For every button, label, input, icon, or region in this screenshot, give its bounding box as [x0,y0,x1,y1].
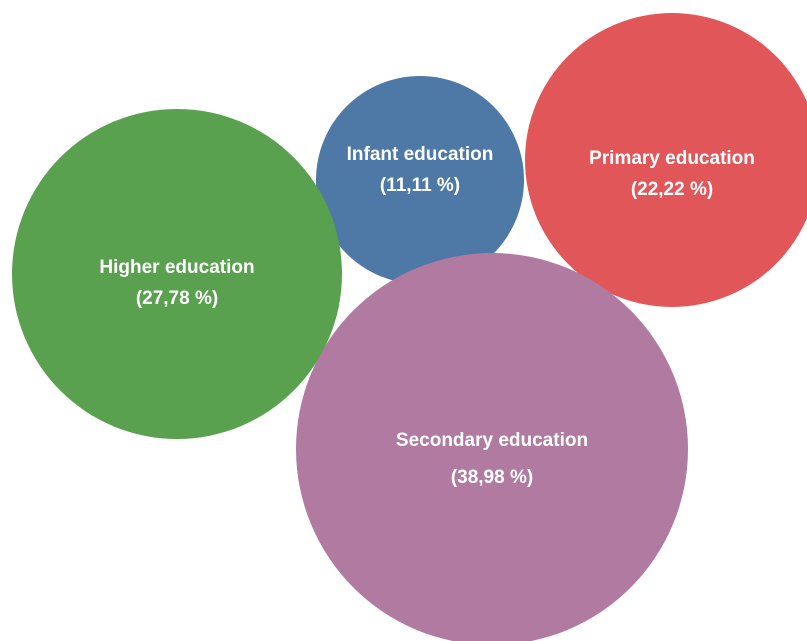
bubble-primary-education [525,13,807,307]
bubble-label-secondary-education: Secondary education [396,430,588,451]
bubble-percent-higher-education: (27,78 %) [136,288,218,309]
bubble-higher-education [12,109,342,439]
bubble-percent-infant-education: (11,11 %) [380,175,460,196]
bubble-label-primary-education: Primary education [589,148,755,169]
bubble-percent-primary-education: (22,22 %) [631,179,713,200]
bubble-percent-secondary-education: (38,98 %) [451,467,533,488]
bubble-label-infant-education: Infant education [347,144,494,165]
bubble-secondary-education [296,253,688,641]
bubbles-group: Infant education (11,11 %) Primary educati… [12,13,807,641]
bubble-label-higher-education: Higher education [99,257,254,278]
bubble-infant-education [316,76,524,284]
